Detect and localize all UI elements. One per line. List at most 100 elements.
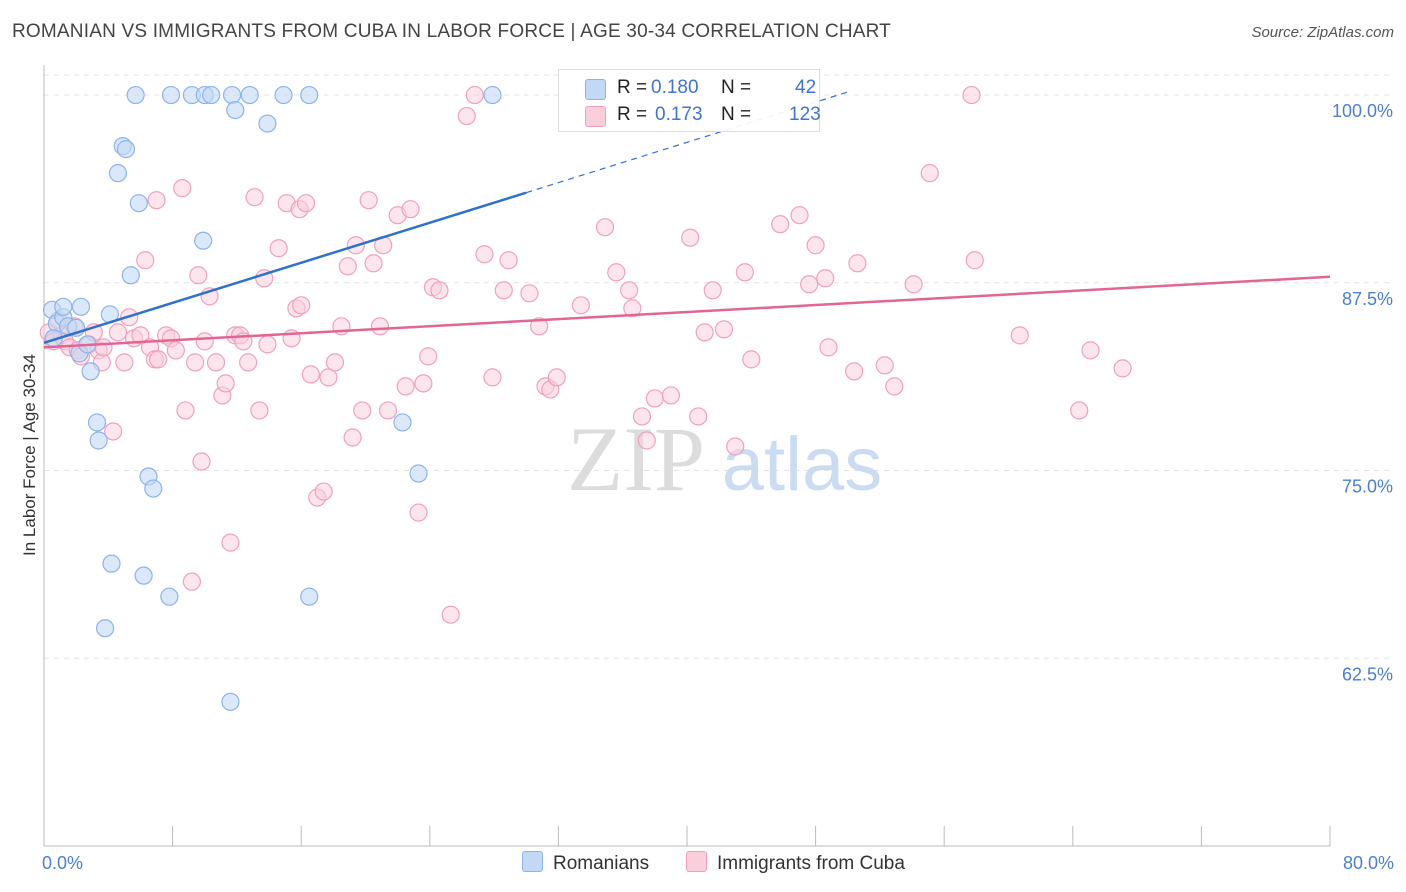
y-tick-label: 100.0% <box>1332 101 1393 121</box>
romanians-point <box>393 413 412 432</box>
x-tick-min: 0.0% <box>42 853 84 873</box>
cuba-trend-line <box>43 275 1331 349</box>
legend-item-cuba[interactable]: Immigrants from Cuba <box>686 851 905 875</box>
cuba-point <box>816 269 835 288</box>
romanians-point <box>222 85 242 105</box>
romanians-trend-line <box>43 191 527 345</box>
cuba-point <box>623 299 642 318</box>
cuba-point <box>296 194 316 213</box>
romanians-swatch <box>585 79 606 100</box>
cuba-point <box>186 353 205 372</box>
cuba-point <box>571 296 591 315</box>
cuba-point <box>409 503 428 522</box>
romanians-point <box>71 297 91 316</box>
romanians-point <box>221 692 240 711</box>
cuba-point <box>325 353 345 372</box>
cuba-point <box>319 368 338 387</box>
cuba-point <box>607 263 626 282</box>
cuba-point <box>131 326 150 345</box>
legend-cuba-swatch <box>686 851 707 872</box>
cuba-point <box>661 386 681 405</box>
romanians-point <box>240 85 259 105</box>
cuba-point <box>430 281 449 300</box>
cuba-point <box>742 350 761 369</box>
cuba-point <box>343 428 362 447</box>
cuba-point <box>239 353 258 372</box>
cuba-point <box>301 365 320 384</box>
legend-romanians-label: Romanians <box>553 853 650 874</box>
romanians-point <box>102 554 121 573</box>
romanians-point <box>129 194 148 213</box>
cuba-point <box>314 482 333 501</box>
cuba-point <box>136 251 155 270</box>
legend-cuba-label: Immigrants from Cuba <box>717 853 905 874</box>
cuba-point <box>848 254 867 273</box>
x-tick-max: 80.0% <box>1342 853 1394 873</box>
series-cuba-points <box>39 85 1132 624</box>
romanians-point <box>116 140 136 159</box>
r-label: R = <box>617 77 648 98</box>
romanians-point <box>121 266 140 285</box>
cuba-point <box>494 281 513 300</box>
cuba-point <box>338 257 357 276</box>
cuba-point <box>1113 359 1132 378</box>
cuba-point <box>962 85 981 105</box>
r-value-cuba: 0.173 <box>655 104 703 125</box>
cuba-point <box>221 533 240 552</box>
cuba-point <box>689 407 708 426</box>
y-tick-label: 62.5% <box>1342 664 1393 684</box>
cuba-point <box>465 85 484 105</box>
cuba-point <box>735 263 754 282</box>
cuba-point <box>149 350 168 369</box>
romanians-point <box>144 479 163 498</box>
y-axis-label: In Labor Force | Age 30-34 <box>20 354 39 556</box>
cuba-point <box>176 401 195 420</box>
cuba-point <box>530 317 549 336</box>
cuba-point <box>904 275 923 294</box>
cuba-point <box>370 317 390 336</box>
cuba-point <box>147 191 166 210</box>
cuba-point <box>845 362 864 381</box>
cuba-point <box>166 341 185 360</box>
n-value-cuba: 123 <box>789 104 821 125</box>
legend-romanians-swatch <box>522 851 543 872</box>
romanians-point <box>87 413 107 432</box>
romanians-point <box>409 464 428 483</box>
cuba-point <box>94 338 113 357</box>
cuba-point <box>645 389 664 408</box>
romanians-point <box>108 164 128 183</box>
cuba-point <box>1010 326 1029 345</box>
romanians-point <box>300 587 319 606</box>
cuba-point <box>419 347 438 366</box>
n-label: N = <box>721 104 752 125</box>
stats-legend: R = 0.180 N = 42 R = 0.173 N = 123 <box>558 69 821 132</box>
cuba-point <box>726 437 745 456</box>
cuba-point <box>1081 341 1100 360</box>
romanians-point <box>274 85 293 105</box>
cuba-point <box>714 320 734 339</box>
cuba-point <box>206 353 226 372</box>
cuba-point <box>189 266 208 285</box>
cuba-point <box>483 368 502 387</box>
cuba-point <box>695 323 714 342</box>
cuba-swatch <box>585 106 606 127</box>
cuba-point <box>104 422 123 441</box>
cuba-point <box>216 374 235 393</box>
cuba-point <box>396 377 415 396</box>
cuba-point <box>1070 401 1089 420</box>
cuba-point <box>800 275 819 294</box>
romanians-point <box>226 100 245 120</box>
cuba-point <box>547 368 566 387</box>
cuba-point <box>115 353 134 372</box>
y-tick-labels: 62.5% 75.0% 87.5% 100.0% <box>1332 101 1393 684</box>
cuba-point <box>359 191 378 210</box>
legend-item-romanians[interactable]: Romanians <box>522 851 649 875</box>
watermark: ZIP atlas <box>567 408 882 510</box>
n-value-romanians: 42 <box>795 77 817 98</box>
watermark-zip: ZIP <box>567 408 705 510</box>
cuba-point <box>457 106 476 126</box>
cuba-point <box>790 206 809 225</box>
cuba-point <box>269 239 288 258</box>
y-tick-label: 75.0% <box>1342 477 1393 497</box>
